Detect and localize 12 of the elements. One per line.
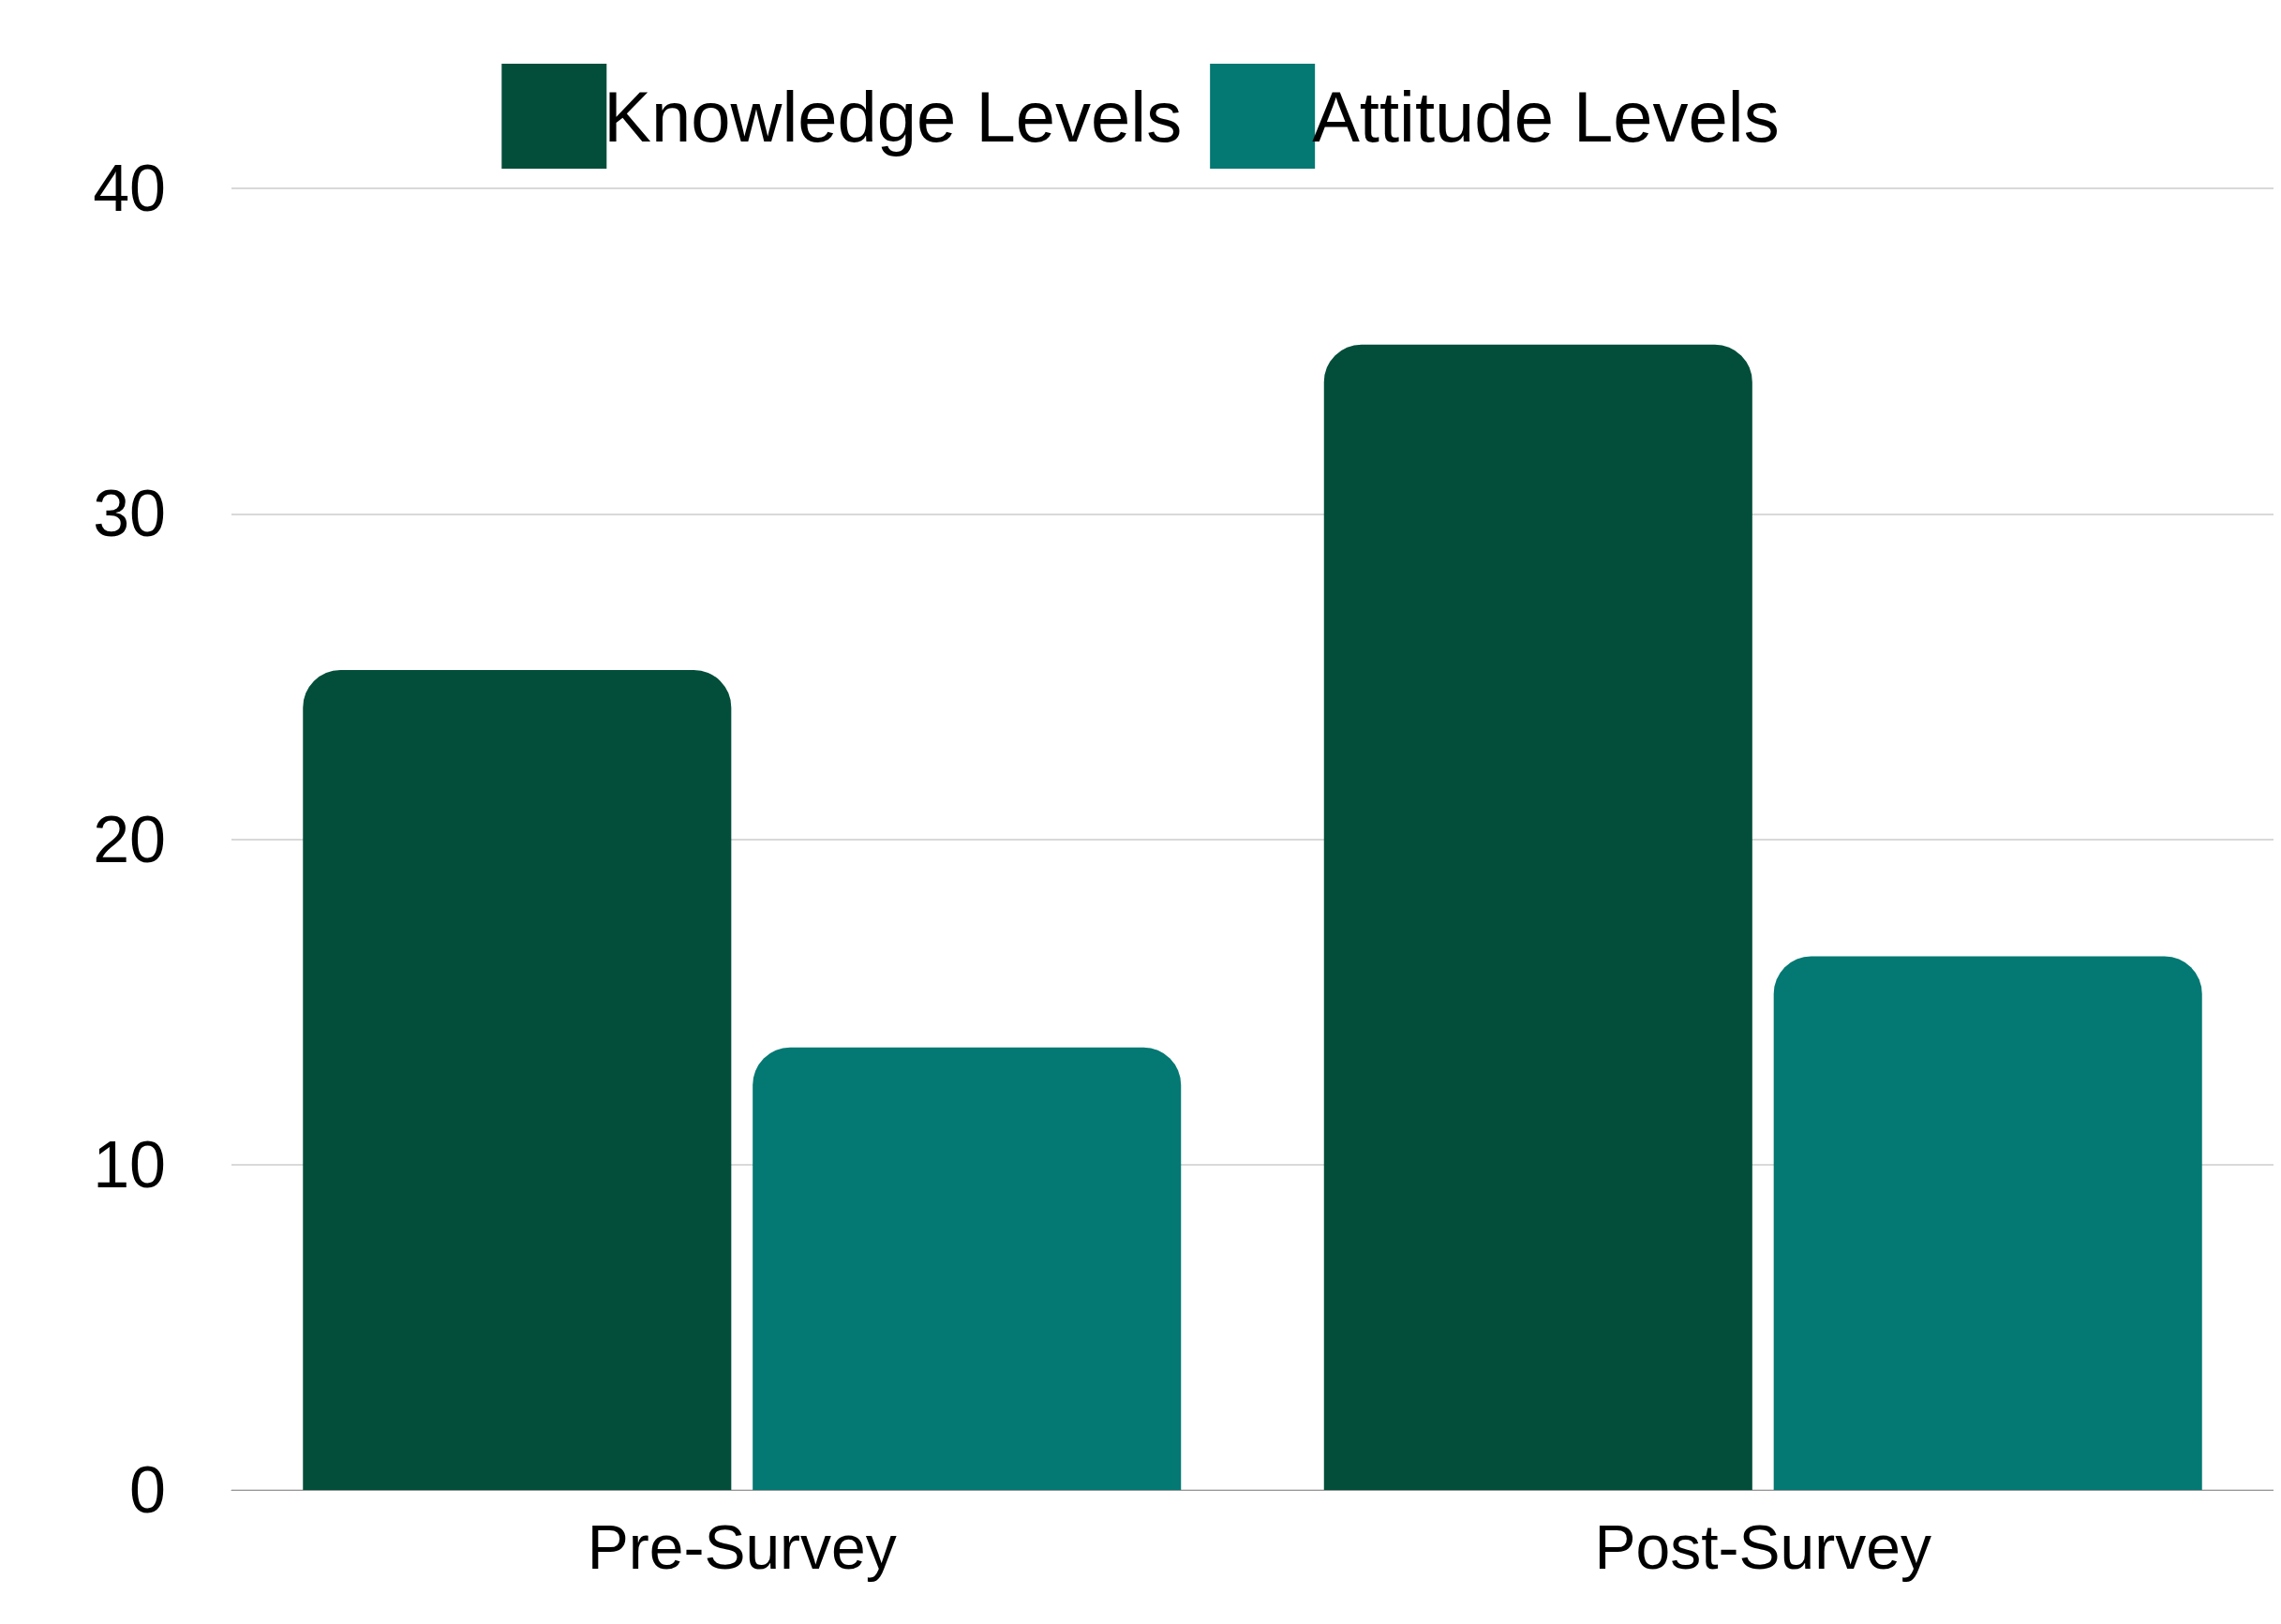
y-tick-label: 40 bbox=[93, 152, 166, 225]
legend-label: Knowledge Levels bbox=[604, 76, 1183, 156]
y-tick-label: 10 bbox=[93, 1127, 166, 1201]
bar bbox=[1773, 956, 2202, 1490]
y-tick-label: 0 bbox=[129, 1453, 166, 1527]
y-tick-label: 30 bbox=[93, 477, 166, 551]
bar bbox=[1323, 344, 1752, 1490]
y-tick-label: 20 bbox=[93, 802, 166, 876]
bar bbox=[303, 669, 732, 1490]
x-tick-label: Post-Survey bbox=[1594, 1512, 1931, 1582]
x-tick-label: Pre-Survey bbox=[587, 1512, 897, 1582]
bar bbox=[753, 1047, 1182, 1490]
